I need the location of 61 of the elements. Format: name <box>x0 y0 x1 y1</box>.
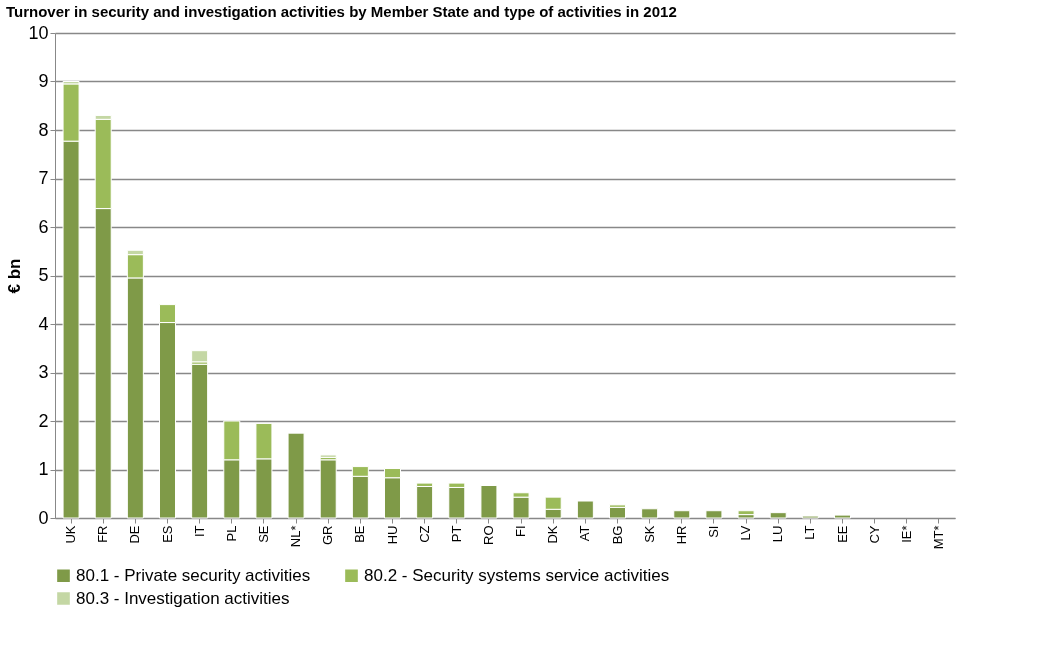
x-tick-label: BE <box>352 525 368 543</box>
y-axis-title: € bn <box>5 258 25 294</box>
bar <box>319 459 337 519</box>
y-tick-label: 0 <box>38 507 49 528</box>
bar <box>191 350 209 363</box>
bar <box>641 508 659 519</box>
y-tick-label: 2 <box>38 410 49 431</box>
x-tick-label: SE <box>255 525 271 543</box>
x-tick-label: LT <box>802 525 818 540</box>
bar <box>512 496 530 519</box>
x-tick-label: PL <box>223 525 239 542</box>
x-tick-label: CZ <box>416 525 432 543</box>
x-tick-label: AT <box>577 525 593 542</box>
x-tick-label: GR <box>320 525 336 545</box>
bar <box>609 506 626 519</box>
y-tick-label: 4 <box>38 313 49 334</box>
y-tick-label: 1 <box>38 459 49 479</box>
y-tick-label: 5 <box>38 265 49 285</box>
bar <box>673 510 691 519</box>
y-tick-label: 9 <box>38 71 49 91</box>
y-tick-label: 10 <box>28 22 49 43</box>
x-tick-label: FR <box>95 525 111 543</box>
x-tick-label: HR <box>673 525 689 545</box>
bar <box>448 486 466 519</box>
x-tick-label: BG <box>609 525 625 545</box>
x-tick-label: NL* <box>288 525 304 548</box>
x-tick-label: FI <box>513 525 529 538</box>
x-tick-label: LU <box>770 525 786 543</box>
x-tick-label: PT <box>448 525 464 543</box>
x-tick-label: DE <box>127 525 143 544</box>
x-tick-label: UK <box>63 525 79 544</box>
x-tick-label: EE <box>834 525 850 543</box>
bar <box>769 512 787 519</box>
y-tick-label: 8 <box>38 119 49 140</box>
x-tick-label: IT <box>191 525 207 538</box>
legend-label: 80.2 - Security systems service activities <box>364 565 670 585</box>
legend-label: 80.1 - Private security activities <box>76 565 311 585</box>
bar <box>737 510 755 516</box>
bar <box>576 500 594 519</box>
bar <box>416 485 434 519</box>
bar <box>737 514 755 519</box>
y-tick-label: 3 <box>38 362 49 382</box>
bar <box>705 510 723 519</box>
x-tick-label: ES <box>159 525 175 543</box>
bar <box>287 432 305 519</box>
bar <box>834 514 851 519</box>
x-tick-label: MT* <box>930 525 946 550</box>
chart-title: Turnover in security and investigation activities by Member State and type of activities in 2012 <box>5 3 677 20</box>
x-tick-label: LV <box>738 525 754 541</box>
x-tick-label: SI <box>705 525 721 538</box>
bar <box>480 485 498 519</box>
x-tick-label: RO <box>480 525 496 545</box>
bar <box>191 363 209 519</box>
x-tick-label: CY <box>866 525 882 544</box>
y-tick-label: 7 <box>38 168 49 188</box>
x-tick-label: IE* <box>898 525 914 543</box>
x-tick-label: HU <box>384 525 400 545</box>
x-tick-label: DK <box>545 525 561 544</box>
y-tick-label: 6 <box>38 216 49 237</box>
legend-label: 80.3 - Investigation activities <box>76 588 290 608</box>
x-tick-label: SK <box>641 525 657 543</box>
